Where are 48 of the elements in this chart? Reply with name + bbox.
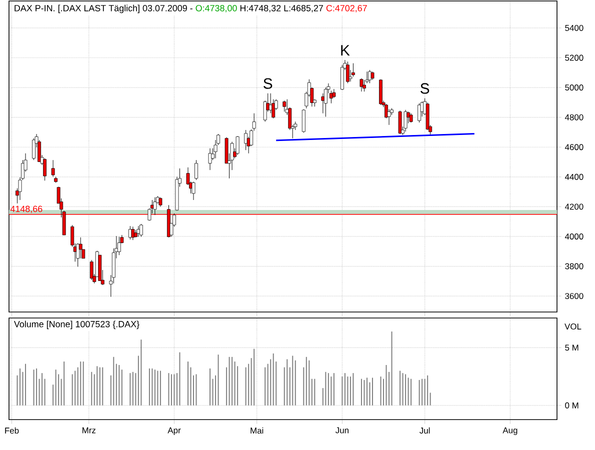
y-tick-label: 5000 [565,84,584,91]
y-tick-label: 5400 [565,24,584,31]
candlestick [252,113,256,131]
y-tick-label: 4000 [564,233,584,240]
annotation: H:4748,32 L:4685,27 [240,4,323,12]
y-tick-label: 3600 [565,293,584,300]
annotation: S [420,83,430,94]
candlestick [346,61,350,84]
candlestick [32,138,36,160]
y-tick-label: 4200 [564,204,584,210]
candlestick [117,236,121,256]
candlestick [282,100,286,112]
candlestick [192,181,196,200]
candlestick [90,260,94,280]
x-tick-label: Apr [168,427,181,435]
candlestick [418,103,422,123]
annotation: K [341,45,350,56]
y-tick-label: 4800 [564,114,584,120]
candlestick [51,160,55,178]
y-axis-title: VOL [564,324,582,330]
candlestick [78,237,82,259]
annotation: S [264,78,272,89]
chart-title: Volume [None] 1007523 {.DAX} [14,320,140,330]
candlestick [302,109,306,133]
candlestick [379,79,382,106]
x-tick-label: Jun [336,427,348,434]
ref-line-label: 4148,66 [10,206,42,214]
annotation: C:4702,67 [326,4,367,12]
x-tick-label: Feb [5,427,19,434]
y-tick-label: 4600 [564,144,584,150]
chart-title: DAX P-IN. [.DAX LAST Täglich] 03.07.2009 - [14,4,192,14]
candlestick [139,224,143,238]
annotation: O:4738,00 [196,4,237,12]
candlestick [208,148,212,170]
x-tick-label: Jul [420,427,430,434]
y-tick-label: 5200 [565,54,584,61]
candlestick [324,87,328,117]
candlestick [362,80,366,92]
candlestick [43,158,47,181]
candlestick [194,160,198,180]
candlestick [321,93,325,114]
x-tick-label: Mrz [82,427,96,434]
y-tick-label: 4400 [564,174,584,180]
x-tick-label: Aug [502,427,518,435]
y-tick-label: 0 M [565,402,578,408]
y-tick-label: 3800 [565,263,584,270]
y-tick-label: 5 M [565,344,578,351]
x-tick-label: Mai [250,427,264,434]
